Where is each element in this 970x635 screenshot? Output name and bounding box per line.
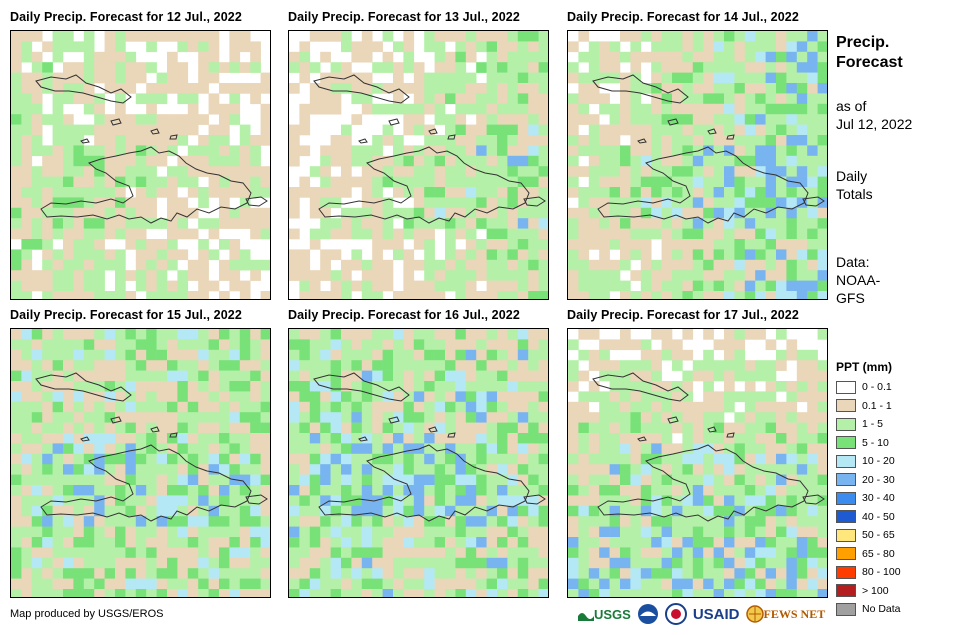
forecast-panel-3: Daily Precip. Forecast for 14 Jul., 2022 <box>567 10 828 300</box>
legend-item: 0.1 - 1 <box>836 397 901 416</box>
legend-swatch <box>836 602 856 616</box>
legend-label: > 100 <box>862 584 889 597</box>
side-title: Precip. Forecast <box>836 34 903 71</box>
legend-item: 20 - 30 <box>836 471 901 490</box>
panel-title: Daily Precip. Forecast for 16 Jul., 2022 <box>288 308 520 322</box>
legend-label: 40 - 50 <box>862 510 895 523</box>
legend-item: > 100 <box>836 582 901 601</box>
legend-swatch <box>836 491 856 505</box>
legend-item: 80 - 100 <box>836 563 901 582</box>
legend-label: 20 - 30 <box>862 473 895 486</box>
legend-item: 65 - 80 <box>836 545 901 564</box>
precip-map <box>567 328 828 598</box>
precip-map <box>288 328 549 598</box>
legend-label: 30 - 40 <box>862 492 895 505</box>
logo-bar: USGS USAID FEWS NET <box>578 603 825 625</box>
legend-label: No Data <box>862 603 901 616</box>
legend-swatch <box>836 510 856 524</box>
forecast-panel-5: Daily Precip. Forecast for 16 Jul., 2022 <box>288 308 549 598</box>
legend-swatch <box>836 454 856 468</box>
legend-swatch <box>836 528 856 542</box>
credit-text: Map produced by USGS/EROS <box>10 608 164 620</box>
data-source: Data: NOAA- GFS <box>836 254 881 306</box>
legend-title: PPT (mm) <box>836 360 893 374</box>
legend-label: 0 - 0.1 <box>862 381 892 394</box>
usgs-wave-icon <box>578 613 594 621</box>
legend-item: 1 - 5 <box>836 415 901 434</box>
legend-item: 0 - 0.1 <box>836 378 901 397</box>
legend-label: 0.1 - 1 <box>862 399 892 412</box>
legend-item: 10 - 20 <box>836 452 901 471</box>
legend-label: 10 - 20 <box>862 455 895 468</box>
usaid-seal-icon <box>664 603 687 625</box>
legend-label: 80 - 100 <box>862 566 901 579</box>
precip-map <box>10 328 271 598</box>
legend-swatch <box>836 547 856 561</box>
panel-title: Daily Precip. Forecast for 12 Jul., 2022 <box>10 10 242 24</box>
legend-item: No Data <box>836 600 901 619</box>
legend-swatch <box>836 417 856 431</box>
forecast-panel-1: Daily Precip. Forecast for 12 Jul., 2022 <box>10 10 271 300</box>
noaa-logo-icon <box>637 604 658 624</box>
forecast-panel-2: Daily Precip. Forecast for 13 Jul., 2022 <box>288 10 549 300</box>
usaid-logo: USAID <box>692 605 740 623</box>
fewsnet-globe-icon <box>745 605 764 623</box>
legend-label: 5 - 10 <box>862 436 889 449</box>
legend-item: 40 - 50 <box>836 508 901 527</box>
legend-item: 5 - 10 <box>836 434 901 453</box>
legend-swatch <box>836 473 856 487</box>
precip-map <box>288 30 549 300</box>
forecast-panel-4: Daily Precip. Forecast for 15 Jul., 2022 <box>10 308 271 598</box>
legend-label: 50 - 65 <box>862 529 895 542</box>
legend-swatch <box>836 565 856 579</box>
legend-swatch <box>836 584 856 598</box>
legend-swatch <box>836 380 856 394</box>
legend-label: 65 - 80 <box>862 547 895 560</box>
as-of-date: as of Jul 12, 2022 <box>836 98 913 132</box>
forecast-panel-6: Daily Precip. Forecast for 17 Jul., 2022 <box>567 308 828 598</box>
legend-item: 50 - 65 <box>836 526 901 545</box>
panel-title: Daily Precip. Forecast for 15 Jul., 2022 <box>10 308 242 322</box>
legend-swatch <box>836 399 856 413</box>
legend-label: 1 - 5 <box>862 418 884 431</box>
legend-item: 30 - 40 <box>836 489 901 508</box>
panel-title: Daily Precip. Forecast for 14 Jul., 2022 <box>567 10 799 24</box>
precip-map <box>567 30 828 300</box>
precip-map <box>10 30 271 300</box>
daily-totals-label: Daily Totals <box>836 168 873 202</box>
panel-title: Daily Precip. Forecast for 17 Jul., 2022 <box>567 308 799 322</box>
legend-swatch <box>836 436 856 450</box>
legend: PPT (mm) 0 - 0.1 0.1 - 1 1 - 5 5 - 10 10 - 2… <box>836 360 901 619</box>
fewsnet-logo: FEWS NET <box>745 605 825 623</box>
panel-title: Daily Precip. Forecast for 13 Jul., 2022 <box>288 10 520 24</box>
usgs-logo: USGS <box>578 607 631 622</box>
